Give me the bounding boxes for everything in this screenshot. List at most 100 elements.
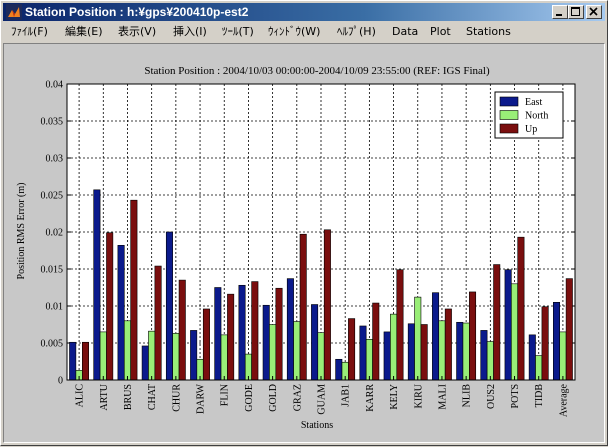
x-tick-label: Average xyxy=(558,383,569,417)
bar-north xyxy=(390,313,398,381)
bar-east xyxy=(238,284,246,381)
x-tick-label: KARR xyxy=(365,384,376,412)
menu-insert[interactable]: 挿入(I) xyxy=(173,25,207,38)
y-tick-label: 0.02 xyxy=(46,228,64,239)
legend-swatch-north xyxy=(499,110,519,120)
bar-east xyxy=(311,304,319,381)
bar-east xyxy=(432,292,440,381)
x-tick-label: CHAT xyxy=(147,384,158,410)
x-tick-label: NLIB xyxy=(462,384,473,408)
menu-window[interactable]: ｳｨﾝﾄﾞｳ(W) xyxy=(268,25,321,38)
bar-up xyxy=(202,308,210,381)
bar-north xyxy=(172,333,180,381)
menu-data[interactable]: Data xyxy=(392,25,419,38)
bar-east xyxy=(553,301,561,381)
bar-up xyxy=(299,233,307,381)
bar-north xyxy=(269,324,277,381)
bar-up xyxy=(493,264,501,381)
y-tick-label: 0 xyxy=(58,376,63,387)
x-tick-label: ALIC xyxy=(75,384,86,408)
bar-up xyxy=(227,293,235,381)
legend-label-north: North xyxy=(525,111,548,122)
x-tick-label: MALI xyxy=(437,384,448,410)
menu-help[interactable]: ﾍﾙﾌﾟ(H) xyxy=(337,25,376,38)
bar-north xyxy=(486,341,494,381)
y-tick-label: 0.005 xyxy=(41,339,64,350)
x-tick-label: POTS xyxy=(510,384,521,408)
window-title: Station Position : h:¥gps¥200410p-est2 xyxy=(25,5,249,19)
bar-up xyxy=(565,278,573,381)
bar-east xyxy=(69,341,77,381)
bar-east xyxy=(528,334,536,381)
bar-east xyxy=(262,304,270,381)
x-tick-label: GOLD xyxy=(268,384,279,412)
y-tick-label: 0.01 xyxy=(46,302,64,313)
bar-up xyxy=(178,279,186,381)
bar-north xyxy=(99,331,107,381)
bar-up xyxy=(541,306,549,381)
x-tick-label: OUS2 xyxy=(486,384,497,409)
bar-east xyxy=(165,231,173,381)
bar-up xyxy=(154,265,162,381)
x-tick-label: KIRU xyxy=(413,383,424,408)
y-tick-label: 0.025 xyxy=(41,191,64,202)
y-tick-label: 0.03 xyxy=(46,154,64,165)
bar-up xyxy=(106,232,114,381)
bar-north xyxy=(559,331,567,381)
bar-up xyxy=(251,281,259,381)
x-tick-label: CHUR xyxy=(171,384,182,412)
minimize-button[interactable] xyxy=(552,5,568,19)
y-tick-label: 0.035 xyxy=(41,117,64,128)
bar-up xyxy=(323,229,331,381)
bar-east xyxy=(359,325,367,381)
legend-label-east: East xyxy=(525,97,542,108)
x-tick-label: GODE xyxy=(244,384,255,412)
close-button[interactable] xyxy=(586,5,602,19)
x-tick-label: KELY xyxy=(389,384,400,410)
bar-east xyxy=(383,331,391,381)
bar-up xyxy=(444,308,452,381)
bar-north xyxy=(438,320,446,381)
axes-frame xyxy=(66,83,576,381)
bar-north xyxy=(293,321,301,381)
legend-swatch-east xyxy=(499,96,519,107)
bar-up xyxy=(372,302,380,381)
menu-plot[interactable]: Plot xyxy=(430,25,451,38)
bar-east xyxy=(117,245,125,381)
menu-file[interactable]: ﾌｧｲﾙ(F) xyxy=(11,25,48,38)
x-tick-label: BRUS xyxy=(123,384,134,410)
menu-tools[interactable]: ﾂｰﾙ(T) xyxy=(222,25,254,38)
matlab-app-icon[interactable] xyxy=(6,4,22,20)
bar-east xyxy=(335,358,343,381)
y-axis-label: Position RMS Error (m) xyxy=(16,183,27,280)
bar-east xyxy=(141,345,149,381)
close-icon xyxy=(589,7,598,16)
bar-north xyxy=(365,338,373,381)
title-bar[interactable]: Station Position : h:¥gps¥200410p-est2 xyxy=(3,3,605,21)
bar-north xyxy=(414,296,422,381)
x-tick-label: ARTU xyxy=(99,383,110,410)
bar-up xyxy=(130,199,138,381)
bar-east xyxy=(286,278,294,381)
rms-bar-chart: Station Position : 2004/10/03 00:00:00-2… xyxy=(16,65,576,431)
bar-up xyxy=(517,236,525,381)
bar-east xyxy=(480,330,488,381)
legend-swatch-up xyxy=(499,123,519,134)
menu-view[interactable]: 表示(V) xyxy=(118,25,157,38)
x-axis-label: Stations xyxy=(301,420,333,431)
bar-east xyxy=(407,323,415,381)
bar-up xyxy=(348,318,356,381)
figure-area: Station Position : 2004/10/03 00:00:00-2… xyxy=(3,43,605,443)
bar-east xyxy=(504,269,512,381)
menu-edit[interactable]: 編集(E) xyxy=(65,25,103,38)
chart-title: Station Position : 2004/10/03 00:00:00-2… xyxy=(144,65,490,77)
bar-up xyxy=(81,341,89,381)
x-tick-label: TIDB xyxy=(534,384,545,408)
minimize-icon xyxy=(556,14,562,16)
x-tick-label: FLIN xyxy=(220,384,231,406)
maximize-icon xyxy=(571,7,580,16)
maximize-button[interactable] xyxy=(568,5,584,19)
menu-stations[interactable]: Stations xyxy=(466,25,511,38)
x-tick-label: JAB1 xyxy=(341,384,352,407)
